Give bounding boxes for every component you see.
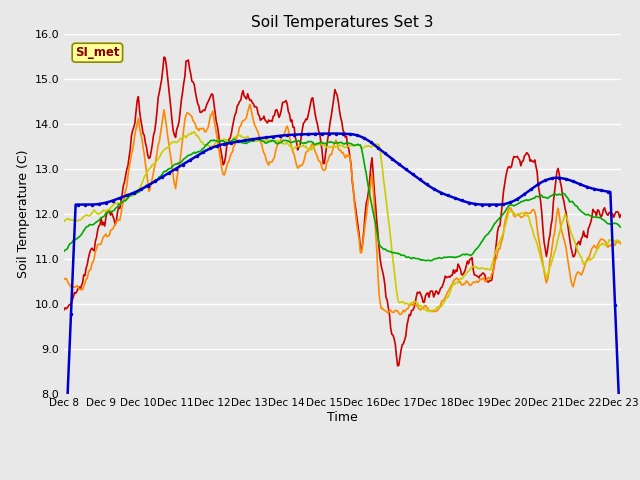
TC3_2Cm	[296, 143, 304, 149]
TC3_2Cm	[160, 54, 168, 60]
TC3_4Cm	[568, 282, 576, 288]
TC3_8Cm	[426, 309, 434, 315]
TC3_8Cm	[60, 218, 68, 224]
Text: SI_met: SI_met	[75, 46, 120, 59]
TC3_32Cm	[399, 165, 407, 170]
TC3_8Cm	[296, 143, 304, 149]
TC3_32Cm	[234, 139, 241, 144]
TC3_32Cm	[373, 144, 381, 150]
TC3_2Cm	[617, 212, 625, 218]
TC3_16Cm	[568, 198, 576, 204]
Title: Soil Temperatures Set 3: Soil Temperatures Set 3	[251, 15, 434, 30]
TC3_4Cm	[617, 241, 625, 247]
Line: TC3_8Cm: TC3_8Cm	[64, 132, 621, 312]
TC3_32Cm	[567, 178, 575, 183]
Legend: TC3_2Cm, TC3_4Cm, TC3_8Cm, TC3_16Cm, TC3_32Cm: TC3_2Cm, TC3_4Cm, TC3_8Cm, TC3_16Cm, TC3…	[78, 476, 607, 480]
TC3_16Cm	[60, 249, 68, 254]
TC3_16Cm	[399, 252, 407, 258]
TC3_2Cm	[234, 102, 242, 108]
TC3_2Cm	[401, 337, 408, 343]
TC3_32Cm	[60, 476, 68, 480]
TC3_8Cm	[190, 129, 198, 134]
X-axis label: Time: Time	[327, 411, 358, 424]
Line: TC3_4Cm: TC3_4Cm	[64, 104, 621, 314]
TC3_4Cm	[246, 101, 254, 107]
TC3_16Cm	[428, 258, 435, 264]
TC3_4Cm	[401, 309, 408, 315]
TC3_8Cm	[617, 239, 625, 245]
TC3_32Cm	[295, 132, 303, 137]
Line: TC3_16Cm: TC3_16Cm	[64, 139, 621, 261]
TC3_2Cm	[60, 307, 68, 313]
Line: TC3_32Cm: TC3_32Cm	[63, 132, 622, 480]
TC3_2Cm	[373, 218, 381, 224]
TC3_2Cm	[568, 249, 576, 255]
TC3_4Cm	[472, 280, 479, 286]
TC3_32Cm	[470, 201, 478, 207]
TC3_8Cm	[568, 232, 576, 238]
TC3_16Cm	[296, 139, 304, 145]
TC3_16Cm	[472, 247, 479, 252]
TC3_16Cm	[373, 228, 381, 233]
TC3_16Cm	[231, 136, 239, 142]
Line: TC3_2Cm: TC3_2Cm	[64, 57, 621, 366]
TC3_16Cm	[234, 138, 242, 144]
TC3_8Cm	[373, 142, 381, 148]
TC3_8Cm	[472, 265, 479, 271]
TC3_4Cm	[396, 312, 404, 317]
TC3_4Cm	[234, 133, 241, 139]
TC3_8Cm	[399, 300, 407, 305]
TC3_4Cm	[60, 276, 68, 281]
TC3_32Cm	[329, 131, 337, 136]
TC3_8Cm	[234, 132, 242, 138]
TC3_16Cm	[617, 224, 625, 230]
TC3_2Cm	[472, 272, 479, 278]
TC3_32Cm	[617, 442, 625, 448]
TC3_4Cm	[373, 246, 381, 252]
TC3_2Cm	[394, 363, 401, 369]
Y-axis label: Soil Temperature (C): Soil Temperature (C)	[17, 149, 30, 278]
TC3_4Cm	[296, 162, 304, 168]
